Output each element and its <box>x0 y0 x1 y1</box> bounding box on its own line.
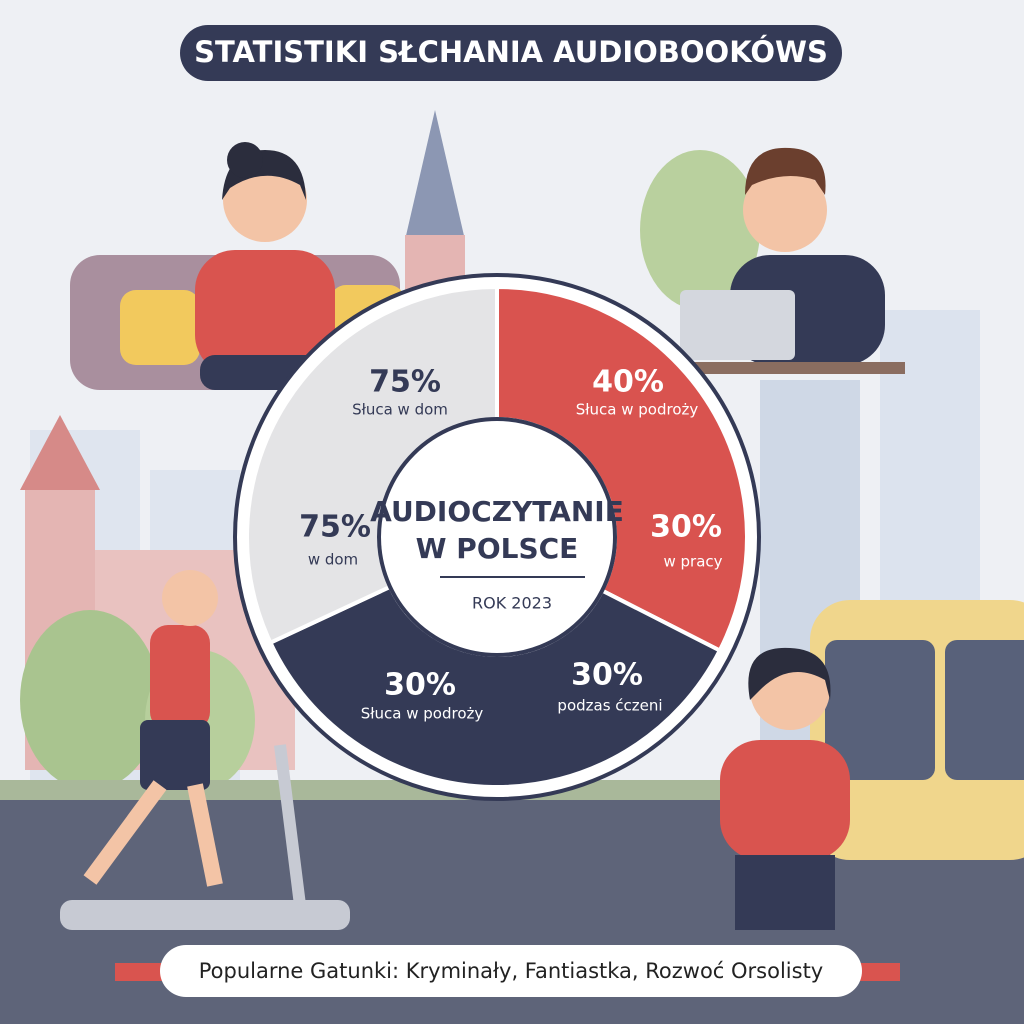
segment-value: 30% <box>571 658 643 693</box>
person-body <box>720 740 850 860</box>
castle-roof <box>20 415 100 490</box>
title-pill <box>180 25 842 81</box>
person-head <box>162 570 218 626</box>
laptop <box>680 290 795 360</box>
tram-window <box>945 640 1024 780</box>
center-year: ROK 2023 <box>472 594 552 613</box>
shorts <box>140 720 210 790</box>
person-body <box>195 250 335 375</box>
hair <box>748 647 831 700</box>
person-head <box>743 168 827 252</box>
tree <box>640 150 760 310</box>
tree <box>20 610 160 790</box>
donut-segments <box>245 284 749 789</box>
leg <box>83 780 167 885</box>
desk <box>660 362 905 374</box>
center-title: W POLSCE <box>416 532 579 565</box>
segment-label: podzas ćczeni <box>557 697 662 715</box>
donut-center <box>377 417 617 657</box>
center-title: AUDIOCZYTANIE <box>370 495 624 528</box>
legs <box>735 855 835 930</box>
hair <box>745 147 826 195</box>
treadmill <box>60 900 350 930</box>
leg <box>187 783 223 887</box>
pillow <box>120 290 200 365</box>
footer-text: Popularne Gatunki: Kryminały, Fantiastka… <box>199 959 824 983</box>
segment-label: Słuca w dom <box>352 401 448 419</box>
segment-label: Słuca w podroży <box>576 401 699 419</box>
title: STATISTIKI SŁCHANIA AUDIOBOOKÓWS <box>194 35 828 69</box>
segment-value: 30% <box>384 668 456 703</box>
tram-window <box>825 640 935 780</box>
segment-value: 75% <box>299 510 371 545</box>
segment-value: 30% <box>650 510 722 545</box>
treadmill-handle <box>274 744 306 906</box>
segment-label: w pracy <box>663 553 722 571</box>
person-body <box>150 625 210 730</box>
segment-value: 40% <box>592 365 664 400</box>
church-spire <box>405 110 465 240</box>
segment-value: 75% <box>369 365 441 400</box>
segment-label: Słuca w podroży <box>361 705 484 723</box>
hair-bun <box>227 142 263 178</box>
segment-label: w dom <box>308 551 358 569</box>
footer-pill <box>160 945 862 997</box>
